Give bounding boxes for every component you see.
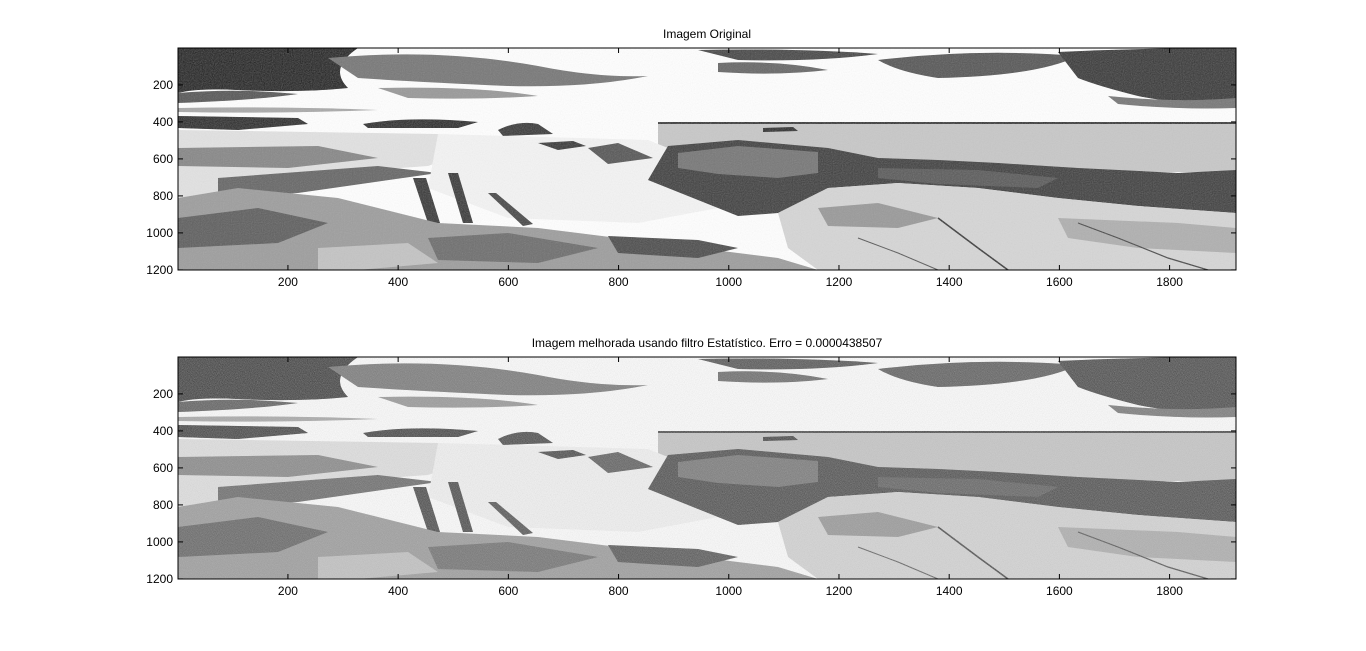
x-tick-label: 200 <box>278 584 298 598</box>
y-tick-label: 200 <box>153 78 173 92</box>
x-tick-label: 600 <box>498 584 518 598</box>
x-tick-label: 1800 <box>1156 584 1183 598</box>
x-tick-label: 1400 <box>936 275 963 289</box>
x-tick-label: 400 <box>388 275 408 289</box>
y-tick-label: 1200 <box>146 263 173 277</box>
x-tick-label: 800 <box>609 584 629 598</box>
y-tick-label: 400 <box>153 424 173 438</box>
y-tick-label: 1000 <box>146 535 173 549</box>
y-tick-label: 800 <box>153 498 173 512</box>
x-tick-label: 1000 <box>715 584 742 598</box>
x-tick-label: 1400 <box>936 584 963 598</box>
x-tick-label: 800 <box>609 275 629 289</box>
x-tick-label: 1600 <box>1046 584 1073 598</box>
y-tick-label: 800 <box>153 189 173 203</box>
y-tick-label: 400 <box>153 115 173 129</box>
y-tick-label: 600 <box>153 461 173 475</box>
x-tick-label: 1800 <box>1156 275 1183 289</box>
x-tick-label: 1000 <box>715 275 742 289</box>
image-heatmap <box>177 356 1237 580</box>
y-tick-label: 1000 <box>146 226 173 240</box>
x-tick-label: 600 <box>498 275 518 289</box>
x-tick-label: 1600 <box>1046 275 1073 289</box>
y-tick-label: 1200 <box>146 572 173 586</box>
x-tick-label: 400 <box>388 584 408 598</box>
y-tick-label: 600 <box>153 152 173 166</box>
x-tick-label: 1200 <box>826 584 853 598</box>
x-tick-label: 200 <box>278 275 298 289</box>
subplot-title: Imagem Original <box>663 27 751 41</box>
y-tick-label: 200 <box>153 387 173 401</box>
image-heatmap <box>177 47 1237 271</box>
x-tick-label: 1200 <box>826 275 853 289</box>
subplot-title: Imagem melhorada usando filtro Estatísti… <box>532 336 883 350</box>
subplot-1: Imagem Original 200 400 600 800 1000 1200 1400 1… <box>146 27 1237 289</box>
subplot-2: Imagem melhorada usando filtro Estatísti… <box>146 336 1237 598</box>
